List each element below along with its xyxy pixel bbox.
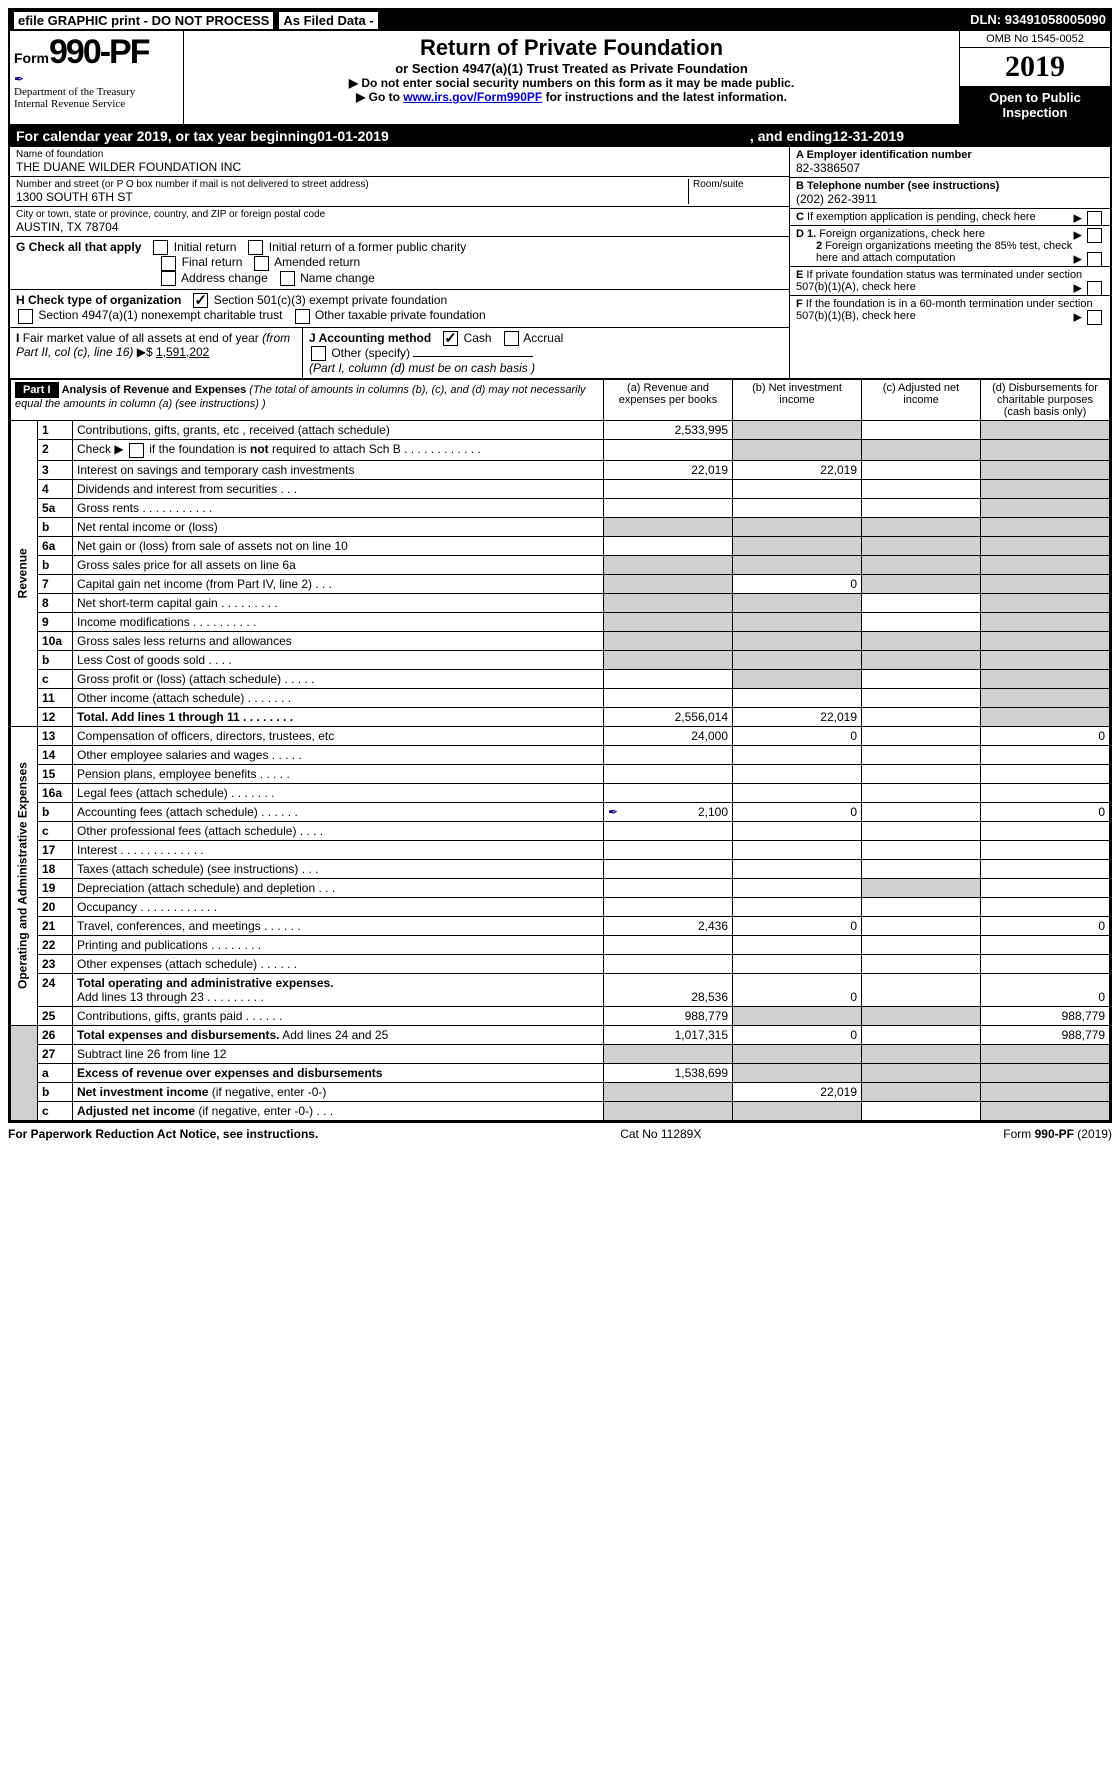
col-a-header: (a) Revenue and expenses per books (604, 380, 733, 421)
footer-right: Form 990-PF (2019) (1003, 1127, 1112, 1141)
cal-begin: 01-01-2019 (317, 128, 389, 144)
cb-other-tax[interactable] (295, 309, 310, 324)
cb-accrual[interactable] (504, 331, 519, 346)
cb-501c3[interactable] (193, 293, 208, 308)
cb-c[interactable] (1087, 211, 1102, 226)
footer-left: For Paperwork Reduction Act Notice, see … (8, 1127, 318, 1141)
irs-link[interactable]: www.irs.gov/Form990PF (403, 90, 542, 104)
dept-irs: Internal Revenue Service (14, 98, 179, 110)
open-public-2: Inspection (964, 105, 1106, 120)
calendar-row: For calendar year 2019, or tax year begi… (10, 125, 1110, 147)
asfiled-label: As Filed Data - (279, 12, 377, 29)
i-label: Fair market value of all assets at end o… (16, 331, 290, 359)
instr-line1: ▶ Do not enter social security numbers o… (188, 76, 955, 90)
cb-address[interactable] (161, 271, 176, 286)
dept-treasury: Department of the Treasury (14, 86, 179, 98)
ein: 82-3386507 (796, 161, 1104, 175)
link-icon[interactable]: ✒ (14, 72, 24, 86)
h-label: H Check type of organization (16, 293, 181, 307)
d2-label: Foreign organizations meeting the 85% te… (816, 240, 1072, 264)
g-label: G Check all that apply (16, 240, 141, 254)
cb-cash[interactable] (443, 331, 458, 346)
cb-final[interactable] (161, 256, 176, 271)
cb-name[interactable] (280, 271, 295, 286)
tax-year: 2019 (960, 48, 1110, 86)
cb-amended[interactable] (254, 256, 269, 271)
revenue-side: Revenue (11, 421, 38, 726)
cb-initial[interactable] (153, 240, 168, 255)
cb-schb[interactable] (129, 443, 144, 458)
f-label: If the foundation is in a 60-month termi… (796, 298, 1093, 322)
b-label: B Telephone number (see instructions) (796, 180, 1104, 192)
d1-label: Foreign organizations, check here (819, 228, 985, 240)
street-address: 1300 SOUTH 6TH ST (16, 190, 688, 204)
e-label: If private foundation status was termina… (796, 269, 1082, 293)
omb-number: OMB No 1545-0052 (960, 31, 1110, 48)
link-icon[interactable]: ✒ (608, 805, 618, 819)
instr-line2-post: for instructions and the latest informat… (542, 90, 787, 104)
room-label: Room/suite (693, 179, 783, 190)
name-label: Name of foundation (16, 149, 783, 160)
j-note: (Part I, column (d) must be on cash basi… (309, 361, 535, 375)
efile-label: efile GRAPHIC print - DO NOT PROCESS (14, 12, 273, 29)
fmv-value: 1,591,202 (156, 345, 209, 359)
form-prefix: Form (14, 50, 49, 66)
cal-mid: , and ending (750, 128, 832, 144)
open-public-1: Open to Public (964, 90, 1106, 105)
cb-d2[interactable] (1087, 252, 1102, 267)
form-container: efile GRAPHIC print - DO NOT PROCESS As … (8, 8, 1112, 1123)
form-number: 990-PF (49, 33, 149, 71)
expenses-side: Operating and Administrative Expenses (11, 726, 38, 1025)
c-label: If exemption application is pending, che… (807, 211, 1036, 223)
cal-pre: For calendar year 2019, or tax year begi… (16, 128, 317, 144)
cb-e[interactable] (1087, 281, 1102, 296)
city-state-zip: AUSTIN, TX 78704 (16, 220, 783, 234)
j-label: J Accounting method (309, 331, 431, 345)
cb-initial-former[interactable] (248, 240, 263, 255)
city-label: City or town, state or province, country… (16, 209, 783, 220)
addr-label: Number and street (or P O box number if … (16, 179, 688, 190)
cb-other-acct[interactable] (311, 346, 326, 361)
form-header: Form990-PF ✒ Department of the Treasury … (10, 31, 1110, 125)
form-subtitle: or Section 4947(a)(1) Trust Treated as P… (188, 61, 955, 76)
topbar: efile GRAPHIC print - DO NOT PROCESS As … (10, 10, 1110, 31)
dln-label: DLN: (970, 12, 1001, 27)
dln-value: 93491058005090 (1005, 12, 1106, 27)
cb-4947[interactable] (18, 309, 33, 324)
col-d-header: (d) Disbursements for charitable purpose… (981, 380, 1110, 421)
cb-d1[interactable] (1087, 228, 1102, 243)
phone: (202) 262-3911 (796, 192, 1104, 206)
col-c-header: (c) Adjusted net income (862, 380, 981, 421)
page-footer: For Paperwork Reduction Act Notice, see … (8, 1123, 1112, 1141)
instr-line2-pre: ▶ Go to (356, 90, 403, 104)
cb-f[interactable] (1087, 310, 1102, 325)
id-grid: Name of foundation THE DUANE WILDER FOUN… (10, 147, 1110, 379)
part1-table: Part I Analysis of Revenue and Expenses … (10, 379, 1110, 1120)
a-label: A Employer identification number (796, 149, 1104, 161)
footer-mid: Cat No 11289X (620, 1127, 701, 1141)
foundation-name: THE DUANE WILDER FOUNDATION INC (16, 160, 783, 174)
cal-end: 12-31-2019 (832, 128, 904, 144)
form-title: Return of Private Foundation (188, 35, 955, 61)
part1-label: Part I (15, 382, 59, 398)
part1-title: Analysis of Revenue and Expenses (62, 384, 247, 396)
col-b-header: (b) Net investment income (733, 380, 862, 421)
